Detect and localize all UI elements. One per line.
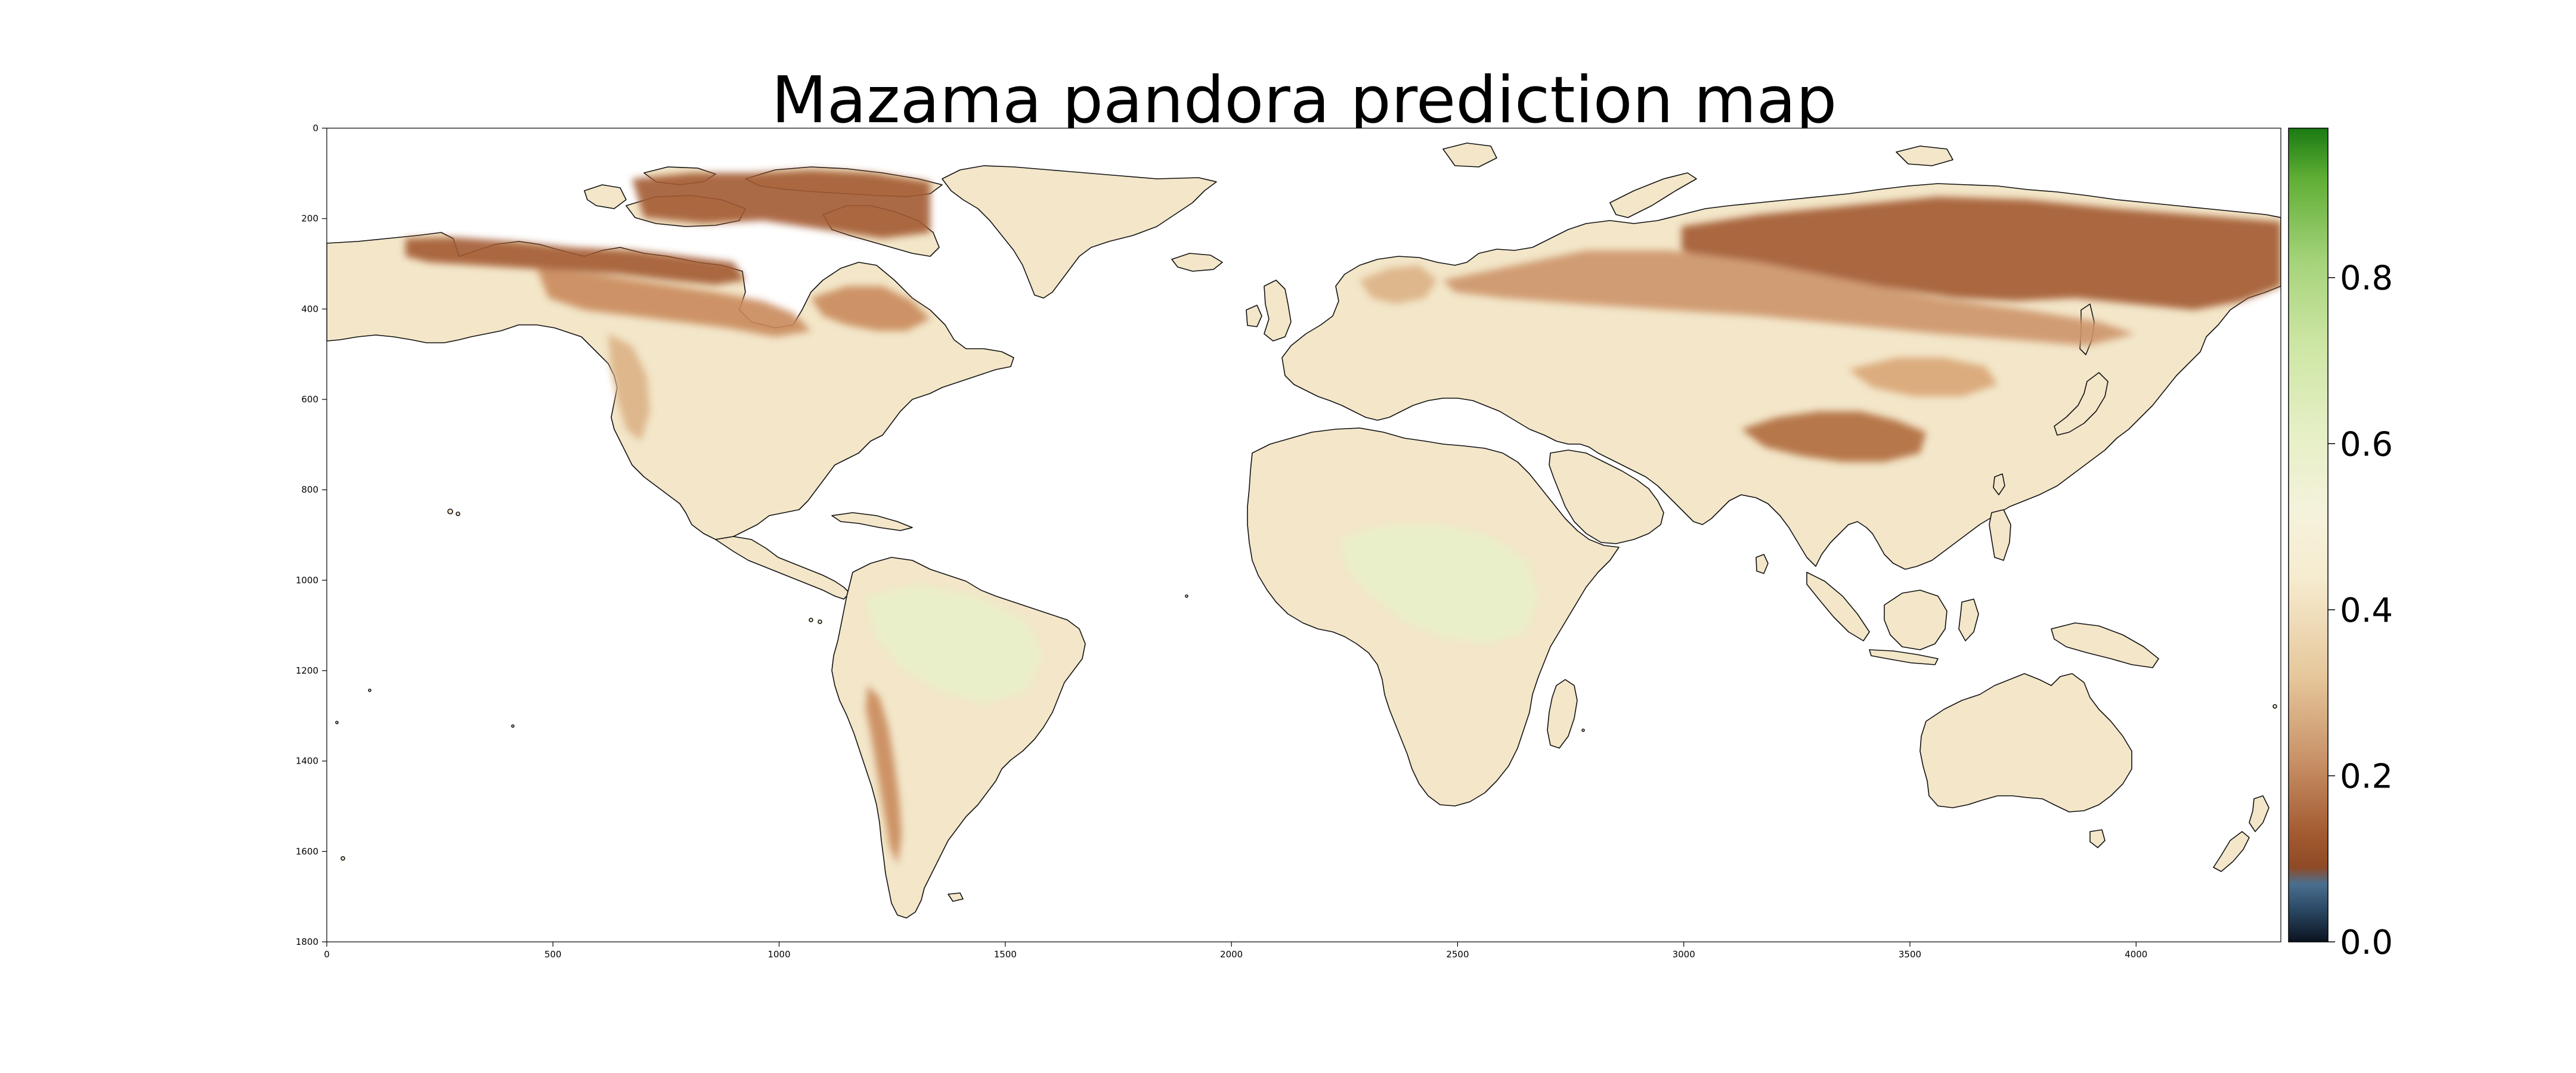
colorbar-tick-label: 0.2 [2340, 757, 2393, 796]
y-tick-label: 800 [301, 485, 318, 495]
landmass-sri-lanka [1755, 554, 1769, 574]
y-tick-label: 600 [301, 394, 318, 405]
colorbar-tick-label: 0.8 [2340, 259, 2393, 298]
colorbar-tick-label: 0.0 [2340, 923, 2393, 962]
prediction-shading [405, 170, 2281, 864]
y-tick-label: 1600 [296, 846, 318, 857]
mid-prediction-canada [537, 268, 811, 337]
plot-frame [326, 128, 2281, 942]
landmass-sulawesi [1958, 598, 1979, 641]
x-tick-label: 3000 [1673, 949, 1695, 960]
landmass-sumatra [1806, 572, 1870, 641]
x-tick-label: 0 [324, 949, 330, 960]
colorbar-ticks: 0.0 0.2 0.4 0.6 0.8 [2328, 259, 2393, 962]
y-tick-label: 200 [301, 213, 318, 224]
mid-prediction-rockies [608, 334, 650, 441]
x-tick-label: 4000 [2125, 949, 2147, 960]
landmass-novaya-zemlya [1609, 172, 1697, 218]
mid-prediction-scandinavia [1360, 265, 1437, 304]
light-green-africa [1342, 525, 1538, 644]
x-tick-label: 1000 [767, 949, 790, 960]
y-tick-label: 1800 [296, 936, 318, 947]
landmass-madagascar [1547, 679, 1578, 749]
landmass-iceland [1171, 253, 1223, 272]
y-tick-label: 1400 [296, 756, 318, 767]
landmass-new-zealand-south [2213, 831, 2250, 872]
landmass-taiwan [1993, 473, 2005, 495]
x-tick-label: 3500 [1899, 949, 1921, 960]
low-prediction-tibet [1741, 411, 1926, 462]
y-tick-label: 1000 [296, 575, 318, 585]
map-title: Mazama pandora prediction map [772, 63, 1837, 138]
landmass-ireland [1246, 305, 1262, 327]
landmass-svalbard [1442, 142, 1497, 168]
small-islands [335, 508, 2277, 861]
y-tick-label: 400 [301, 303, 318, 314]
colorbar-tick-label: 0.4 [2340, 591, 2393, 630]
landmass-new-zealand-north [2249, 795, 2270, 832]
x-tick-label: 1500 [994, 949, 1017, 960]
x-tick-label: 2500 [1446, 949, 1469, 960]
landmass-borneo [1884, 590, 1948, 650]
low-prediction-north-america [405, 237, 745, 285]
x-tick-label: 2000 [1220, 949, 1243, 960]
y-axis: 0 200 400 600 800 1000 1200 1400 1600 1800 [296, 123, 327, 947]
colorbar-gradient [2288, 128, 2329, 942]
landmass-greenland [942, 165, 1217, 299]
landmass-cuba [831, 512, 913, 531]
landmass-great-britain [1264, 280, 1292, 342]
landmass-severnaya-zemlya [1896, 145, 1953, 166]
landmass-java [1869, 649, 1939, 665]
map-plot-area [326, 128, 2281, 942]
mid-prediction-eurasia-north [1443, 250, 2135, 346]
low-prediction-arctic-islands [632, 170, 930, 238]
landmass-falkland-islands [948, 892, 964, 902]
colorbar-tick-label: 0.6 [2340, 425, 2393, 464]
mid-prediction-canada-east [811, 286, 930, 331]
landmass-philippines [1989, 509, 2011, 561]
landmass-japan [2054, 372, 2109, 436]
x-tick-label: 500 [544, 949, 562, 960]
colorbar: 0.0 0.2 0.4 0.6 0.8 [2288, 128, 2393, 962]
landmass-australia [1919, 673, 2132, 812]
landmass-new-guinea [2051, 622, 2159, 668]
low-prediction-siberia [1682, 197, 2281, 310]
landmass-tasmania [2089, 829, 2106, 848]
x-axis: 0 500 1000 1500 2000 2500 3000 3500 4000 [324, 942, 2147, 960]
light-green-south-america [865, 584, 1044, 703]
mid-prediction-andes [866, 686, 902, 864]
landmass-arabian-peninsula [1549, 449, 1664, 544]
y-tick-label: 1200 [296, 665, 318, 676]
landmass-banks-island [584, 184, 627, 209]
mid-prediction-mongolia [1849, 358, 1998, 396]
y-tick-label: 0 [312, 123, 318, 134]
